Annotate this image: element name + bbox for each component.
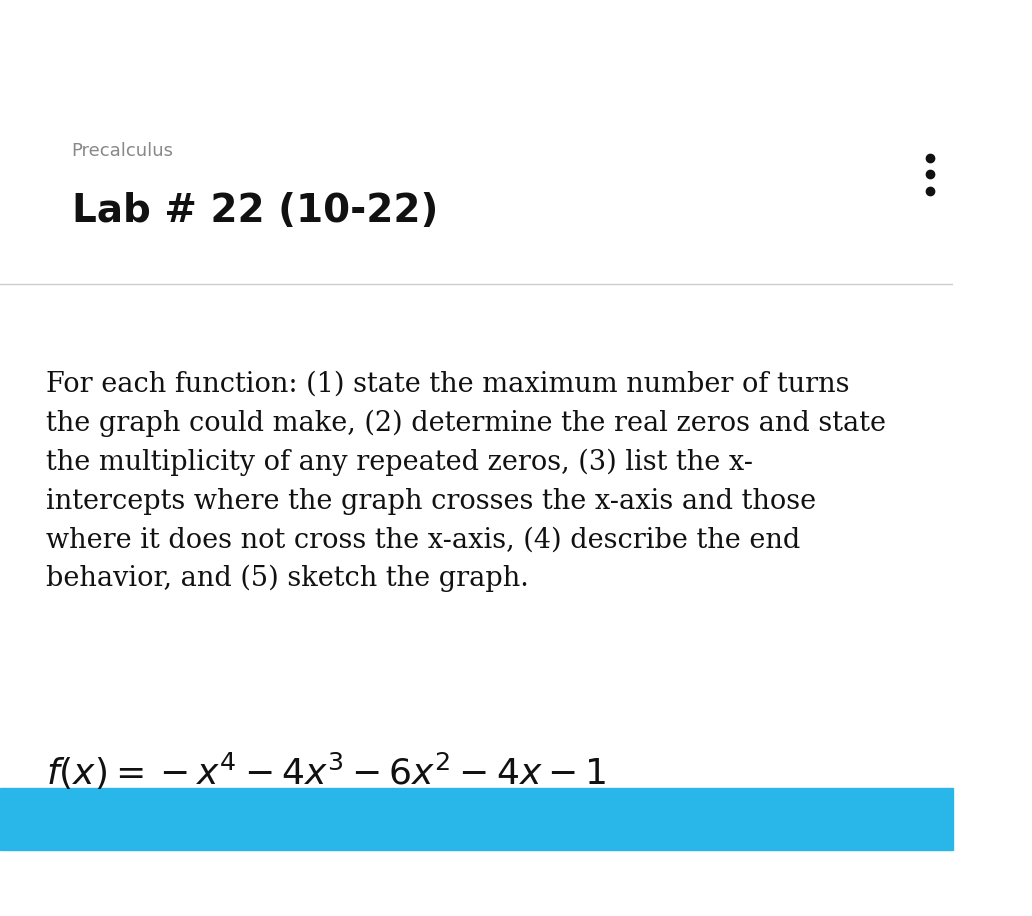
Text: For each function: (1) state the maximum number of turns
the graph could make, (: For each function: (1) state the maximum… bbox=[45, 371, 885, 593]
Text: $f(x) = -x^4 - 4x^3 - 6x^2 - 4x - 1$: $f(x) = -x^4 - 4x^3 - 6x^2 - 4x - 1$ bbox=[45, 751, 607, 792]
Text: Precalculus: Precalculus bbox=[71, 142, 173, 160]
Text: Lab # 22 (10-22): Lab # 22 (10-22) bbox=[71, 192, 438, 230]
FancyBboxPatch shape bbox=[0, 788, 954, 850]
